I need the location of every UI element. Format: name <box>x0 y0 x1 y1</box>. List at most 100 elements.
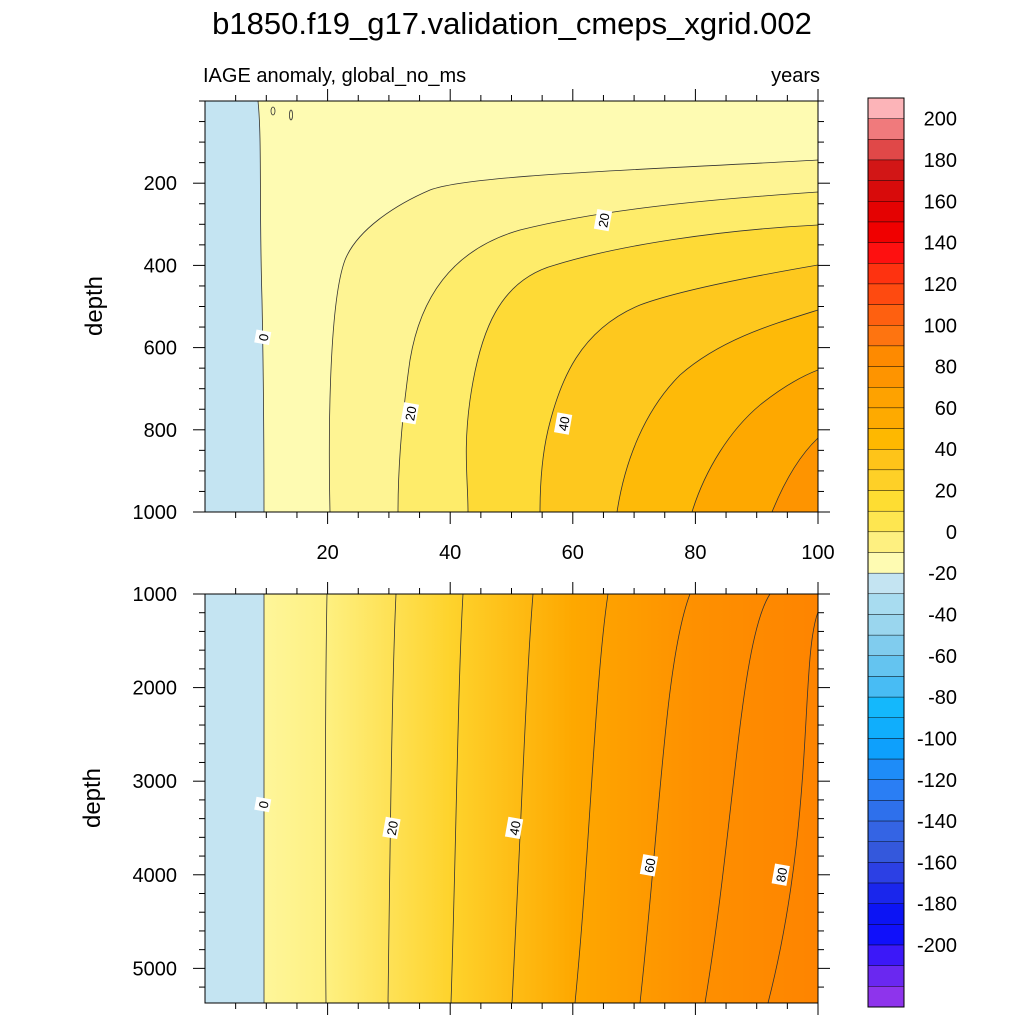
contour-label: 40 <box>504 816 524 840</box>
colorbar-label: -120 <box>917 770 957 792</box>
colorbar-label: -60 <box>928 646 957 668</box>
colorbar-label: 120 <box>924 274 957 296</box>
colorbar-swatch <box>867 738 905 760</box>
chart-subtitle-left: IAGE anomaly, global_no_ms <box>203 65 466 87</box>
colorbar-swatch <box>867 676 905 698</box>
colorbar-swatch <box>867 201 905 223</box>
colorbar-label: -40 <box>928 604 957 626</box>
colorbar-swatch <box>867 118 905 140</box>
colorbar-swatch <box>867 634 905 656</box>
colorbar-swatch <box>867 469 905 491</box>
colorbar-swatch <box>867 325 905 347</box>
colorbar-swatch <box>867 283 905 305</box>
colorbar-swatch <box>867 159 905 181</box>
colorbar-swatch <box>867 304 905 326</box>
contour-label: 20 <box>400 402 419 425</box>
y-tick-label: 1000 <box>133 502 178 524</box>
x-tick-label: 100 <box>801 542 834 564</box>
colorbar-swatch <box>867 139 905 161</box>
colorbar-swatch <box>867 428 905 450</box>
svg-text:20: 20 <box>402 405 419 422</box>
contour-label: 40 <box>553 412 573 435</box>
upper-y-axis-label: depth <box>81 276 108 336</box>
colorbar-label: 0 <box>946 522 957 544</box>
colorbar-swatch <box>867 614 905 636</box>
colorbar-swatch <box>867 924 905 946</box>
colorbar-label: 20 <box>935 481 957 503</box>
colorbar-label: 200 <box>924 109 957 131</box>
y-tick-label: 200 <box>144 173 177 195</box>
svg-text:40: 40 <box>555 415 572 432</box>
colorbar-swatch <box>867 696 905 718</box>
y-tick-label: 5000 <box>133 958 178 980</box>
colorbar-label: -100 <box>917 728 957 750</box>
colorbar-label: 160 <box>924 191 957 213</box>
colorbar-swatch <box>867 510 905 533</box>
colorbar-swatch <box>867 779 905 801</box>
colorbar-swatch <box>867 263 905 285</box>
y-tick-label: 600 <box>144 338 177 360</box>
contour-label: 60 <box>639 854 659 877</box>
colorbar-swatch <box>867 531 905 553</box>
colorbar-swatch <box>867 758 905 780</box>
colorbar-label: -80 <box>928 687 957 709</box>
colorbar-swatch <box>867 862 905 884</box>
colorbar-swatch <box>867 221 905 243</box>
colorbar-swatch <box>867 655 905 677</box>
colorbar-swatch <box>867 97 905 119</box>
colorbar-label: 180 <box>924 150 957 172</box>
colorbar-label: 100 <box>924 315 957 337</box>
y-tick-label: 800 <box>144 420 177 442</box>
colorbar-label: 40 <box>935 439 957 461</box>
colorbar-swatch <box>867 407 905 429</box>
svg-text:80: 80 <box>773 866 790 883</box>
x-tick-label: 40 <box>439 542 461 564</box>
y-tick-label: 4000 <box>133 865 178 887</box>
colorbar-swatch <box>867 717 905 739</box>
colorbar-swatch <box>867 800 905 822</box>
colorbar-swatch <box>867 345 905 367</box>
colorbar-label: 80 <box>935 357 957 379</box>
colorbar: 200180160140120100806040200-20-40-60-80-… <box>867 97 957 1008</box>
colorbar-swatch <box>867 965 905 987</box>
contour-label: 0 <box>254 796 272 813</box>
contour-label: 20 <box>382 816 401 840</box>
contour-label: 20 <box>593 208 613 232</box>
colorbar-swatch <box>867 449 905 471</box>
colorbar-label: 140 <box>924 233 957 255</box>
colorbar-swatch <box>867 903 905 925</box>
svg-text:20: 20 <box>384 820 401 837</box>
svg-text:40: 40 <box>506 820 523 837</box>
colorbar-swatch <box>867 882 905 904</box>
contour-label: 0 <box>254 329 272 345</box>
chart-title: b1850.f19_g17.validation_cmeps_xgrid.002 <box>212 6 812 41</box>
colorbar-swatch <box>867 820 905 842</box>
colorbar-swatch <box>867 180 905 202</box>
svg-text:60: 60 <box>641 857 658 874</box>
colorbar-swatch <box>867 490 905 512</box>
y-tick-label: 2000 <box>133 678 178 700</box>
y-tick-label: 1000 <box>133 584 178 606</box>
lower-contour-fill <box>205 594 818 1003</box>
colorbar-swatch <box>867 242 905 264</box>
colorbar-label: -160 <box>917 852 957 874</box>
colorbar-label: -140 <box>917 811 957 833</box>
contour-label: 80 <box>771 863 790 886</box>
upper-panel: 20 40 60 80 100 200 400 600 800 1000 0 20 40 20 depth <box>81 89 835 564</box>
colorbar-swatch <box>867 387 905 409</box>
colorbar-swatch <box>867 366 905 388</box>
chart-subtitle-right: years <box>771 65 820 87</box>
svg-text:20: 20 <box>595 212 612 229</box>
colorbar-label: -180 <box>917 894 957 916</box>
colorbar-swatch <box>867 552 905 574</box>
colorbar-swatch <box>867 841 905 863</box>
x-tick-label: 20 <box>316 542 338 564</box>
colorbar-swatch <box>867 944 905 966</box>
colorbar-label: 60 <box>935 398 957 420</box>
lower-y-axis-label: depth <box>79 768 106 828</box>
y-tick-label: 3000 <box>133 771 178 793</box>
upper-contour-fill <box>205 101 818 512</box>
colorbar-swatch <box>867 593 905 615</box>
y-tick-label: 400 <box>144 255 177 277</box>
svg-text:0: 0 <box>256 333 272 343</box>
